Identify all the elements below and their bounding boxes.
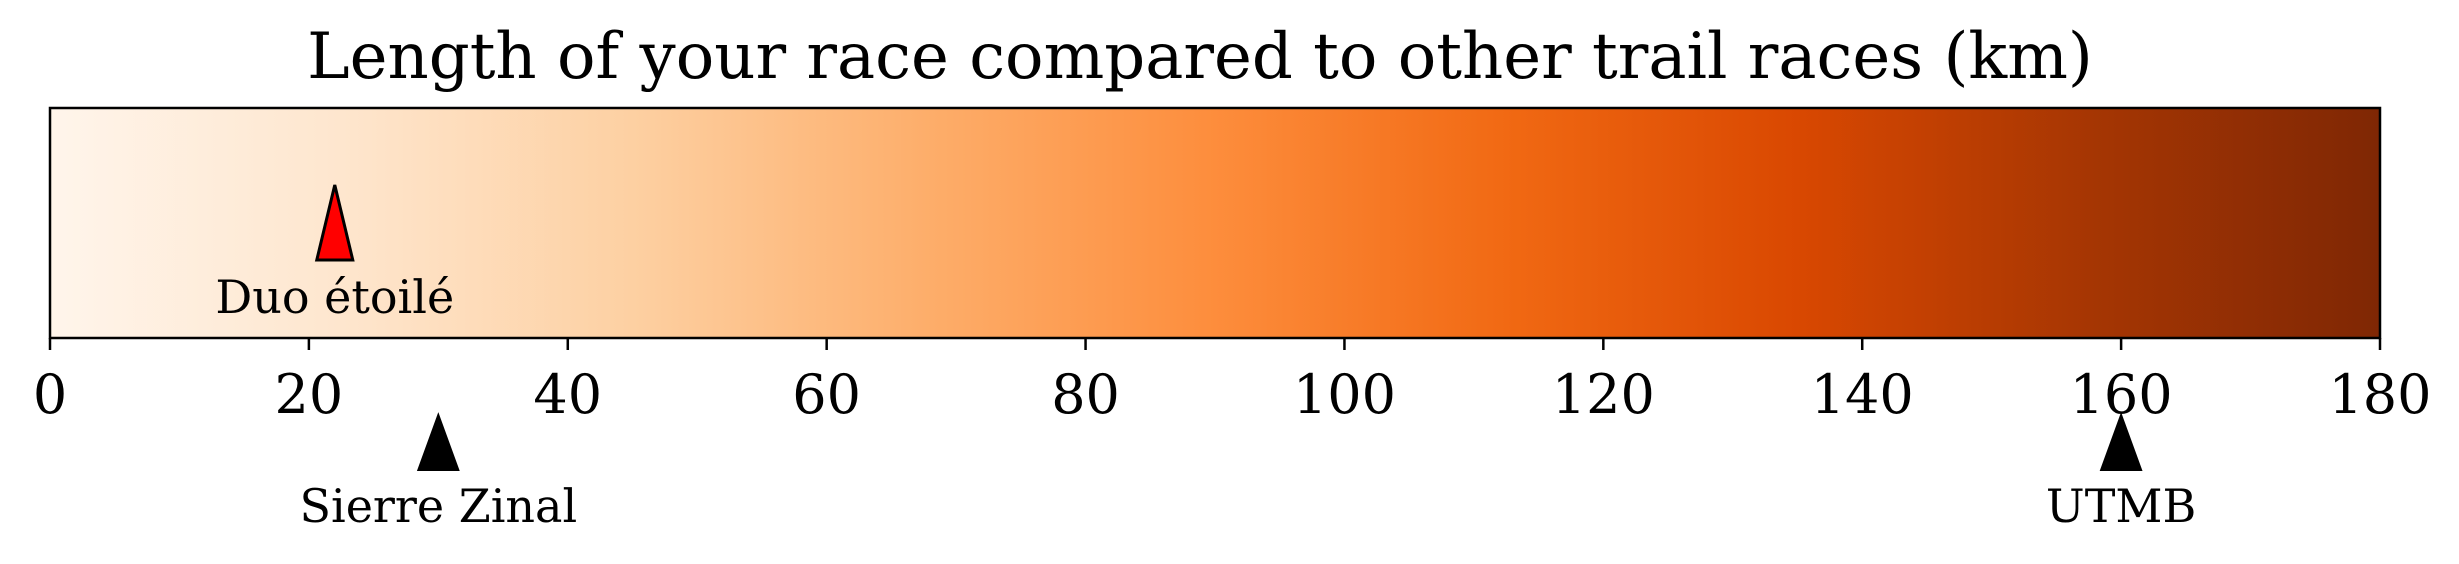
marker-triangle	[2099, 412, 2143, 471]
x-tick-label: 180	[2328, 363, 2431, 426]
race-marker: UTMB	[2046, 412, 2196, 533]
marker-label: Duo étoilé	[215, 270, 454, 324]
x-axis: 0 20 40 60 80 100 120 140 160 180	[33, 338, 2432, 426]
x-tick-label: 140	[1811, 363, 1914, 426]
race-marker: Duo étoilé	[215, 184, 454, 324]
colorbar	[48, 106, 2382, 340]
marker-label: UTMB	[2046, 479, 2196, 533]
x-tick-label: 60	[792, 363, 861, 426]
x-tick-label: 120	[1552, 363, 1655, 426]
race-marker: Sierre Zinal	[299, 412, 577, 533]
x-tick-label: 100	[1293, 363, 1396, 426]
chart-title: Length of your race compared to other tr…	[307, 20, 2093, 94]
marker-triangle	[314, 184, 355, 262]
x-tick-label: 0	[33, 363, 67, 426]
x-tick-label: 80	[1051, 363, 1120, 426]
x-tick-label: 20	[275, 363, 344, 426]
x-tick-label: 40	[533, 363, 602, 426]
marker-label: Sierre Zinal	[299, 479, 577, 533]
marker-triangle	[416, 412, 460, 471]
race-markers: Duo étoilé Sierre Zinal UTMB	[215, 184, 2196, 533]
